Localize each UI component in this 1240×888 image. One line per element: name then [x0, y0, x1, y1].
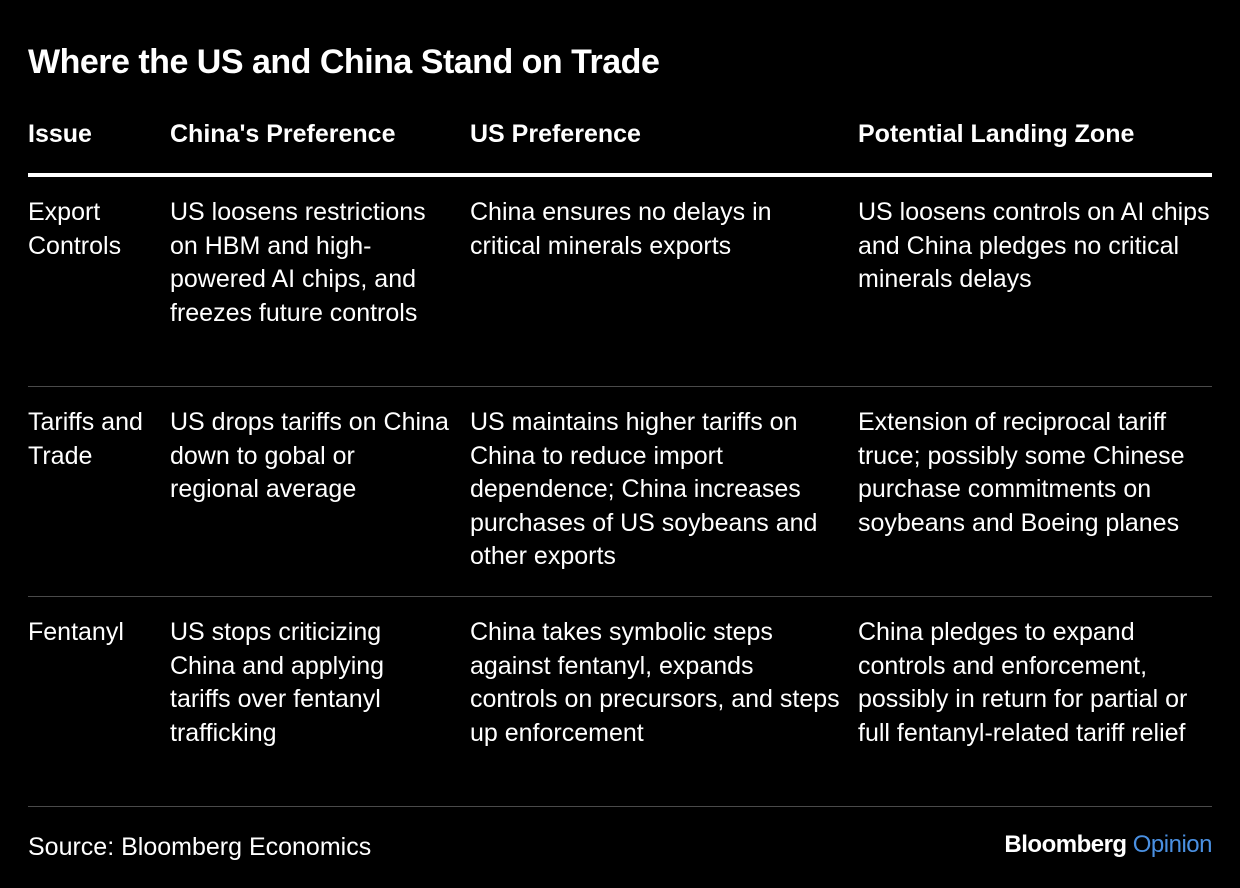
china-preference-cell: US drops tariffs on China down to gobal … [170, 408, 449, 503]
column-header-china-preference: China's Preference [170, 120, 396, 148]
landing-zone-cell: China pledges to expand controls and enf… [858, 618, 1188, 747]
brand-sub: Opinion [1132, 831, 1213, 858]
us-preference-cell: China ensures no delays in critical mine… [470, 198, 772, 260]
china-preference-cell: US loosens restrictions on HBM and high-… [170, 198, 426, 327]
issue-cell: Tariffs and Trade [28, 408, 143, 470]
column-header-issue: Issue [28, 120, 92, 148]
us-preference-cell: China takes symbolic steps against fenta… [470, 618, 840, 747]
row-divider [28, 596, 1212, 597]
page-title: Where the US and China Stand on Trade [28, 43, 660, 81]
landing-zone-cell: Extension of reciprocal tariff truce; po… [858, 408, 1185, 537]
row-divider [28, 806, 1212, 807]
issue-cell: Fentanyl [28, 618, 124, 646]
source-note: Source: Bloomberg Economics [28, 833, 372, 861]
us-preference-cell: US maintains higher tariffs on China to … [470, 408, 818, 570]
brand-name: Bloomberg [1004, 831, 1127, 858]
table-header: Issue China's Preference US Preference P… [28, 116, 1212, 156]
row-divider [28, 386, 1212, 387]
brand-logo: Bloomberg Opinion [1004, 829, 1212, 861]
china-preference-cell: US stops criticizing China and applying … [170, 618, 385, 747]
landing-zone-cell: US loosens controls on AI chips and Chin… [858, 198, 1210, 293]
issue-cell: Export Controls [28, 198, 122, 260]
column-header-landing-zone: Potential Landing Zone [858, 120, 1135, 148]
header-divider [28, 173, 1212, 177]
column-header-us-preference: US Preference [470, 120, 641, 148]
